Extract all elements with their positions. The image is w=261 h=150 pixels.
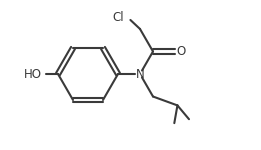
Text: O: O	[176, 45, 186, 58]
Text: N: N	[136, 68, 144, 81]
Text: HO: HO	[24, 68, 42, 81]
Text: Cl: Cl	[113, 11, 124, 24]
